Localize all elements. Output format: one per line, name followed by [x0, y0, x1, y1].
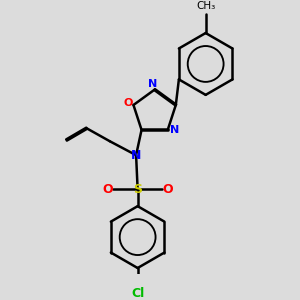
Text: N: N [148, 79, 158, 89]
Text: CH₃: CH₃ [196, 2, 215, 11]
Text: O: O [123, 98, 133, 108]
Text: S: S [133, 183, 142, 196]
Text: Cl: Cl [131, 287, 144, 300]
Text: N: N [170, 125, 179, 135]
Text: O: O [163, 183, 173, 196]
Text: N: N [131, 149, 141, 162]
Text: O: O [102, 183, 112, 196]
